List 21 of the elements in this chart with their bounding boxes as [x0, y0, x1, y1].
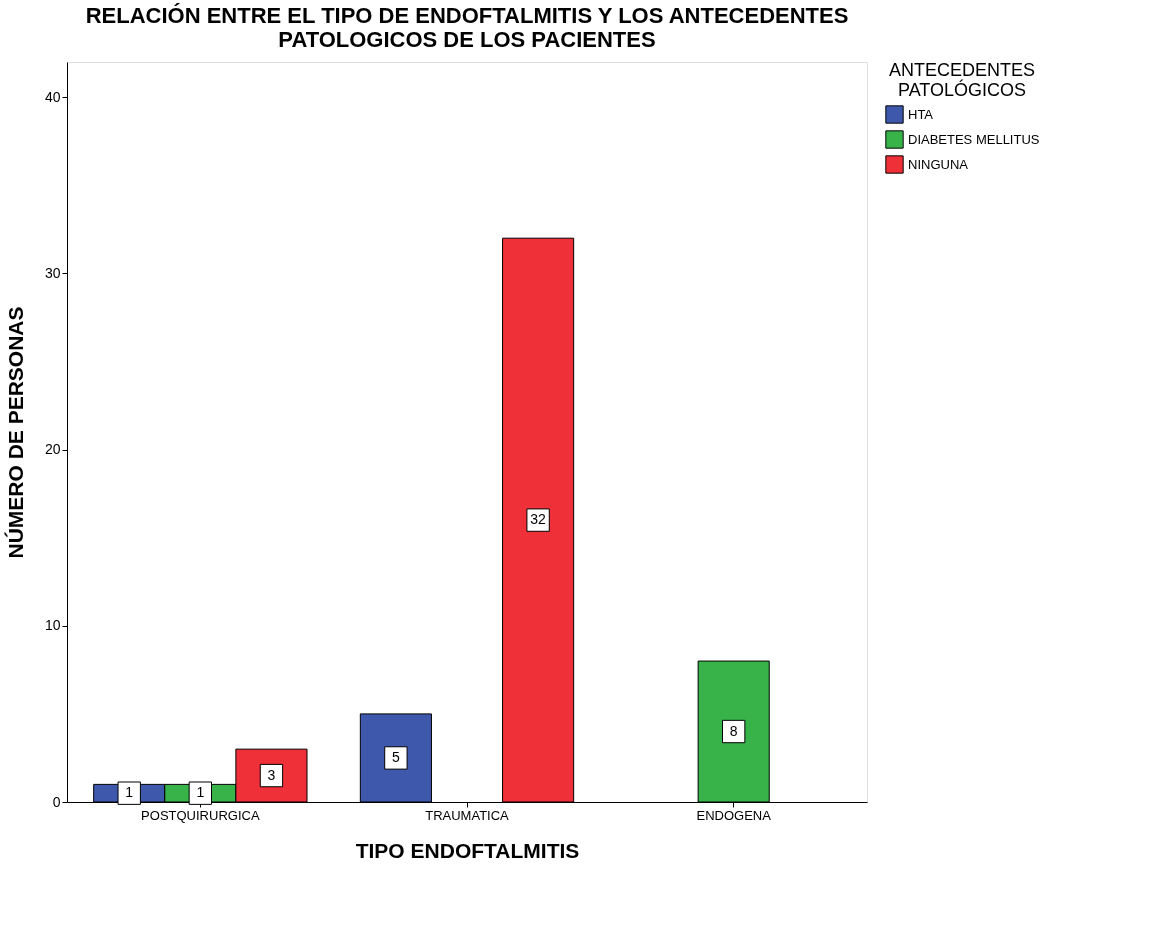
data-label: 1	[125, 784, 134, 801]
x-tick-label: TRAUMATICA	[425, 807, 510, 823]
legend-label: HTA	[908, 106, 934, 122]
data-label: 8	[729, 722, 738, 739]
legend-title: ANTECEDENTES PATOLÓGICOS	[888, 60, 1036, 100]
data-label: 3	[267, 766, 276, 783]
y-tick-label: 30	[44, 264, 61, 281]
x-axis-title: TIPO ENDOFTALMITIS	[355, 838, 580, 862]
y-tick-label: 40	[44, 88, 61, 105]
y-tick-label: 0	[52, 793, 61, 810]
x-tick-label: POSTQUIRURGICA	[141, 807, 260, 823]
y-axis-title: NÚMERO DE PERSONAS	[3, 306, 27, 559]
legend-label: NINGUNA	[908, 156, 969, 172]
data-label: 32	[530, 511, 547, 528]
legend-label: DIABETES MELLITUS	[908, 131, 1040, 147]
chart-title: RELACIÓN ENTRE EL TIPO DE ENDOFTALMITIS Y LOS ANTECEDENTES PATOLOGICOS DE LOS PACIENTES	[85, 3, 849, 52]
data-label: 5	[391, 748, 400, 765]
x-tick-label: ENDOGENA	[696, 807, 772, 823]
y-tick-label: 10	[44, 617, 61, 634]
data-label: 1	[196, 784, 205, 801]
y-tick-label: 20	[44, 441, 61, 458]
